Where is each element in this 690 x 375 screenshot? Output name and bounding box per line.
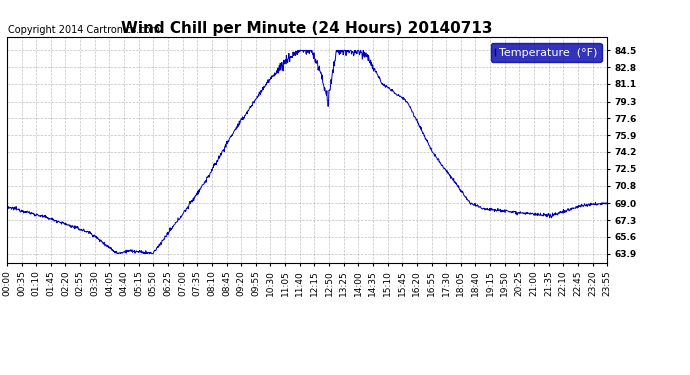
Legend: Temperature  (°F): Temperature (°F)	[491, 43, 602, 62]
Text: Copyright 2014 Cartronics.com: Copyright 2014 Cartronics.com	[8, 25, 159, 35]
Title: Wind Chill per Minute (24 Hours) 20140713: Wind Chill per Minute (24 Hours) 2014071…	[121, 21, 493, 36]
